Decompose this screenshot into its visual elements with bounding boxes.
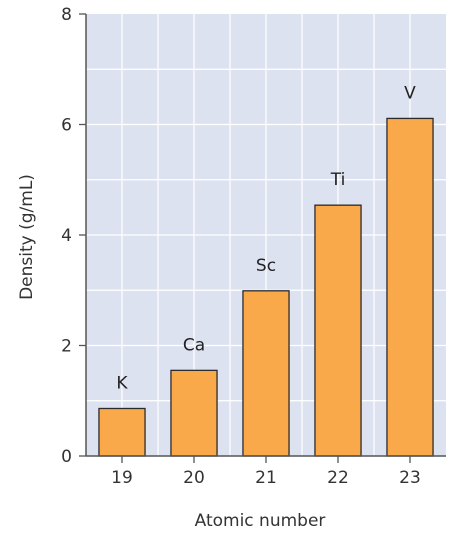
y-axis-title: Density (g/mL) bbox=[17, 174, 37, 300]
y-tick-label: 0 bbox=[61, 447, 72, 467]
x-tick-label: 20 bbox=[183, 468, 205, 488]
y-tick-label: 4 bbox=[61, 226, 72, 246]
bar-label-v: V bbox=[404, 83, 416, 103]
x-tick-label: 19 bbox=[111, 468, 133, 488]
bar-ti bbox=[314, 204, 362, 457]
bar-ca bbox=[170, 369, 218, 457]
axes bbox=[79, 13, 446, 463]
y-tick-label: 6 bbox=[61, 116, 72, 136]
x-tick-label: 23 bbox=[399, 468, 421, 488]
x-axis-title: Atomic number bbox=[195, 511, 326, 531]
x-tick-labels: 19 20 21 22 23 bbox=[111, 468, 421, 488]
bar-label-sc: Sc bbox=[256, 256, 276, 276]
bar-sc bbox=[242, 290, 290, 457]
bar-element-labels: K Ca Sc Ti V bbox=[116, 83, 416, 393]
bar-label-ti: Ti bbox=[330, 170, 346, 190]
bar-label-k: K bbox=[116, 373, 128, 393]
bar-label-ca: Ca bbox=[183, 335, 205, 355]
x-tick-label: 22 bbox=[327, 468, 349, 488]
y-tick-label: 2 bbox=[61, 337, 72, 357]
bars bbox=[98, 117, 434, 457]
bar-v bbox=[386, 117, 434, 457]
x-tick-label: 21 bbox=[255, 468, 277, 488]
y-tick-label: 8 bbox=[61, 5, 72, 25]
y-tick-labels: 0 2 4 6 8 bbox=[61, 5, 72, 467]
bar-k bbox=[98, 407, 146, 457]
